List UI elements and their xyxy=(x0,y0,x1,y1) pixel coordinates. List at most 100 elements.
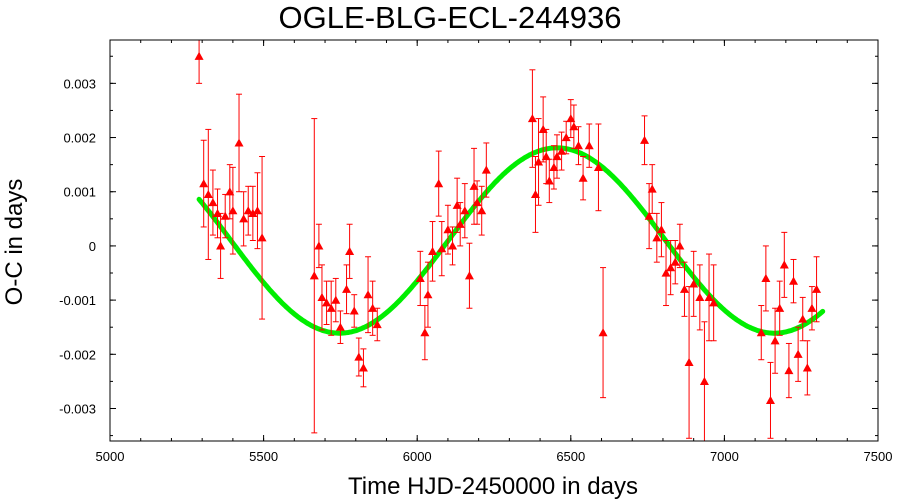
data-point xyxy=(530,189,540,199)
data-point xyxy=(203,189,213,199)
y-axis-label-group: O-C in days xyxy=(1,179,28,306)
data-point xyxy=(314,241,324,250)
data-point xyxy=(368,303,378,312)
data-point xyxy=(802,363,812,372)
data-point xyxy=(807,303,817,312)
fit-curve-layer xyxy=(196,145,826,336)
x-tick-label: 6500 xyxy=(556,449,585,464)
y-tick-label: 0.002 xyxy=(63,131,96,146)
data-point xyxy=(228,206,238,215)
data-point xyxy=(695,292,705,301)
data-point xyxy=(335,322,345,331)
data-point xyxy=(317,292,327,301)
data-point xyxy=(464,271,474,280)
data-point xyxy=(477,206,487,215)
data-point xyxy=(784,366,794,375)
data-point xyxy=(220,211,230,220)
data-point xyxy=(699,376,709,385)
x-tick-label: 5000 xyxy=(96,449,125,464)
data-point xyxy=(661,268,671,277)
data-point xyxy=(770,336,780,345)
x-tick-label: 7500 xyxy=(864,449,893,464)
data-point xyxy=(469,181,479,190)
data-point xyxy=(689,279,699,288)
y-ticks: 0.003 0.002 0.001 0 -0.001 -0.002 -0.003 xyxy=(59,55,878,437)
data-point xyxy=(243,206,253,215)
x-axis-label: Time HJD-2450000 in days xyxy=(348,473,638,500)
data-point xyxy=(756,328,766,337)
data-point xyxy=(704,292,714,301)
data-point xyxy=(199,179,209,188)
x-tick-label: 5500 xyxy=(249,449,278,464)
data-point xyxy=(812,284,822,293)
x-tick-label: 6000 xyxy=(403,449,432,464)
data-point xyxy=(709,298,719,307)
data-point xyxy=(544,176,554,185)
data-point xyxy=(252,206,262,215)
data-point xyxy=(257,233,267,242)
data-point xyxy=(793,349,803,358)
data-point xyxy=(194,51,204,60)
data-point xyxy=(684,357,694,367)
data-point xyxy=(481,165,491,174)
data-point xyxy=(213,208,223,218)
y-tick-label: -0.002 xyxy=(59,347,96,362)
data-point xyxy=(309,271,319,280)
data-point xyxy=(775,303,785,312)
y-tick-label: 0.001 xyxy=(63,185,96,200)
data-point xyxy=(448,241,458,250)
data-point xyxy=(248,208,258,218)
data-point xyxy=(538,124,548,134)
data-point xyxy=(452,200,462,209)
data-point xyxy=(216,241,226,250)
data-point xyxy=(666,263,676,272)
data-point xyxy=(578,173,588,182)
data-point xyxy=(789,276,799,285)
data-point xyxy=(460,206,470,215)
y-tick-label: -0.001 xyxy=(59,293,96,308)
data-point xyxy=(363,290,373,299)
data-point xyxy=(670,257,680,266)
data-point xyxy=(434,179,444,188)
data-point xyxy=(345,246,355,255)
data-point xyxy=(549,162,559,171)
data-point xyxy=(798,314,808,323)
data-point xyxy=(561,133,571,142)
data-point xyxy=(428,246,438,255)
data-point xyxy=(675,241,685,250)
data-point xyxy=(472,198,482,207)
data-point xyxy=(557,146,567,155)
data-point xyxy=(437,244,447,253)
data-point xyxy=(326,303,336,312)
data-point xyxy=(322,298,332,307)
data-point xyxy=(566,114,576,123)
data-point xyxy=(647,184,657,193)
fit-curve xyxy=(196,145,826,336)
data-point xyxy=(342,284,352,293)
data-point xyxy=(225,187,235,196)
y-tick-label: -0.003 xyxy=(59,401,96,416)
data-point xyxy=(765,395,775,404)
x-tick-label: 7000 xyxy=(710,449,739,464)
data-point xyxy=(541,152,551,161)
plot-frame xyxy=(109,39,879,442)
data-point xyxy=(443,225,453,234)
data-point xyxy=(358,363,368,372)
data-point xyxy=(415,273,425,283)
y-axis-label: O-C in days xyxy=(1,179,28,306)
data-point xyxy=(656,225,666,234)
data-point xyxy=(552,152,562,161)
data-point xyxy=(455,219,465,228)
data-point xyxy=(644,211,654,220)
data-point xyxy=(779,260,789,269)
data-point xyxy=(573,141,583,150)
data-point xyxy=(761,273,771,283)
data-point xyxy=(593,162,603,171)
data-point xyxy=(652,233,662,242)
data-point xyxy=(420,328,430,337)
data-point xyxy=(679,284,689,293)
data-point xyxy=(569,122,579,131)
data-point xyxy=(534,157,544,166)
data-point xyxy=(423,290,433,299)
